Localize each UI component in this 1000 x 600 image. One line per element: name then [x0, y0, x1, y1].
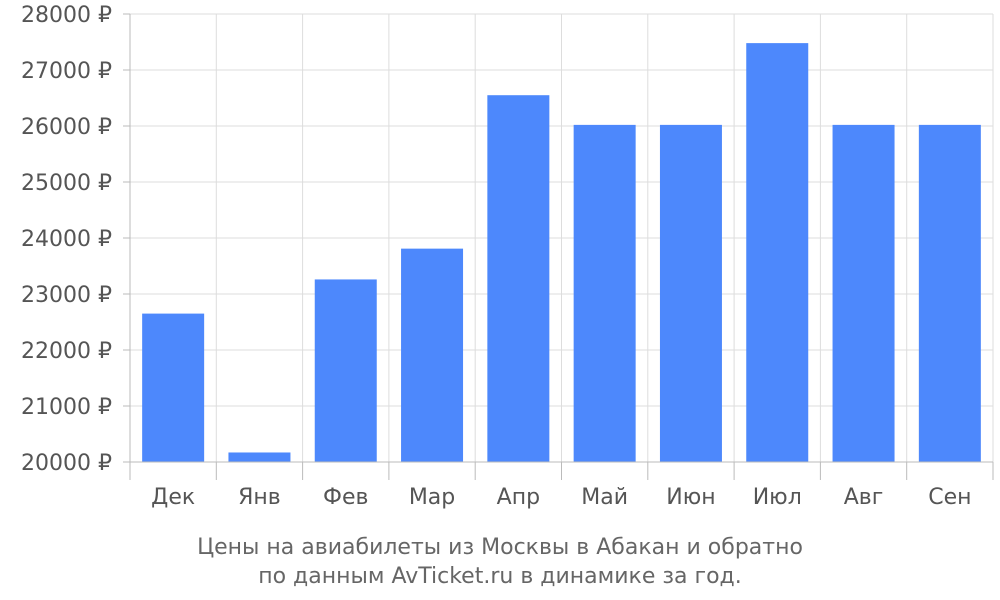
- y-tick-label: 28000 ₽: [21, 3, 112, 28]
- x-tick-label: Мар: [409, 485, 455, 510]
- y-tick-label: 20000 ₽: [21, 451, 112, 476]
- y-tick-label: 27000 ₽: [21, 59, 112, 84]
- y-tick-label: 24000 ₽: [21, 227, 112, 252]
- y-tick-label: 23000 ₽: [21, 283, 112, 308]
- y-tick-labels: 20000 ₽ 21000 ₽ 22000 ₽ 23000 ₽ 24000 ₽ 25000…: [21, 3, 112, 476]
- grid-lines: [129, 13, 994, 463]
- bar-1: [142, 313, 205, 462]
- axes: [123, 13, 994, 480]
- y-tick-label: 22000 ₽: [21, 339, 112, 364]
- bars: [142, 43, 981, 463]
- x-tick-label: Фев: [323, 485, 368, 510]
- x-tick-label: Апр: [497, 485, 540, 510]
- bar-3: [314, 279, 377, 462]
- x-tick-label: Июн: [666, 485, 715, 510]
- x-tick-label: Сен: [928, 485, 971, 510]
- bar-7: [659, 124, 722, 462]
- x-tick-label: Июл: [753, 485, 802, 510]
- bar-5: [487, 95, 550, 462]
- bar-10: [918, 124, 981, 462]
- chart-caption-line-1: Цены на авиабилеты из Москвы в Абакан и …: [197, 535, 803, 560]
- x-tick-label: Дек: [151, 485, 195, 510]
- bar-8: [746, 43, 809, 463]
- bar-9: [832, 124, 895, 462]
- x-tick-labels: Дек Янв Фев Мар Апр Май Июн Июл Авг Сен: [151, 485, 971, 510]
- bar-2: [228, 452, 291, 462]
- x-tick-label: Янв: [238, 485, 281, 510]
- chart-caption-line-2: по данным AvTicket.ru в динамике за год.: [258, 564, 742, 589]
- bar-4: [401, 248, 464, 462]
- x-tick-label: Май: [581, 485, 628, 510]
- y-tick-label: 26000 ₽: [21, 115, 112, 140]
- y-tick-label: 25000 ₽: [21, 171, 112, 196]
- bar-6: [573, 124, 636, 462]
- x-tick-label: Авг: [844, 485, 884, 510]
- y-tick-label: 21000 ₽: [21, 395, 112, 420]
